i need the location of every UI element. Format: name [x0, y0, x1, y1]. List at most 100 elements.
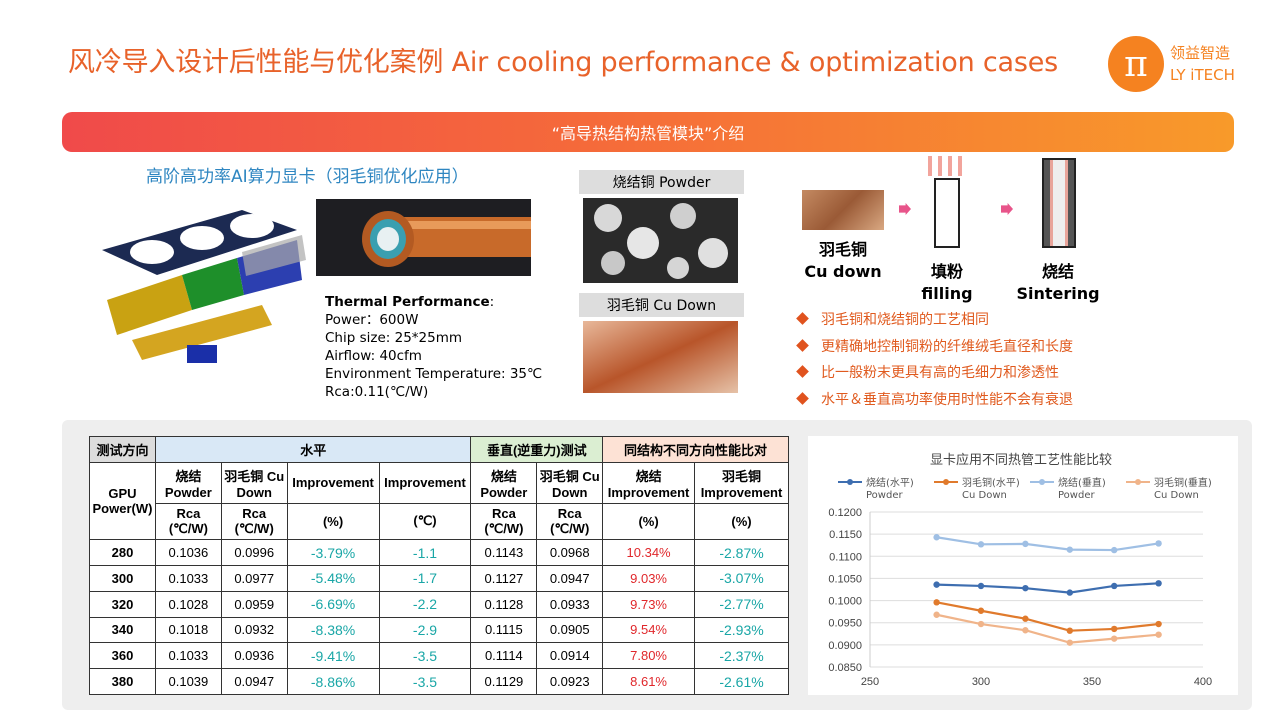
unit-header: Rca (℃/W): [536, 502, 604, 541]
thermal-line: Power：600W: [325, 312, 419, 328]
thermal-line: Chip size: 25*25mm: [325, 330, 463, 346]
table-row: 380 0.1039 0.0947 -8.86% -3.5 0.1129 0.0923 8.6…: [89, 668, 789, 695]
legend-label-sub: Powder: [1058, 490, 1095, 501]
value-cell: 0.0936: [220, 642, 288, 670]
value-cell: -2.2: [378, 590, 472, 618]
legend-marker: [1039, 479, 1045, 485]
value-cell: 0.0968: [536, 539, 604, 566]
value-cell: 0.0905: [536, 616, 604, 644]
y-tick-label: 0.0850: [828, 662, 862, 674]
legend-marker: [847, 479, 853, 485]
value-cell: -2.9: [378, 616, 472, 644]
value-cell: -2.87%: [694, 539, 789, 566]
data-point: [977, 582, 985, 590]
table-body: 280 0.1036 0.0996 -3.79% -1.1 0.1143 0.0968 10.…: [89, 539, 789, 695]
unit-header: Rca (℃/W): [470, 502, 538, 541]
header-horizontal: 水平: [154, 436, 472, 463]
unit-header: (℃): [378, 502, 472, 541]
value-cell: 0.1114: [470, 642, 538, 670]
value-cell: -2.93%: [694, 616, 789, 644]
value-cell: -3.79%: [286, 539, 380, 566]
diamond-bullet-icon: [796, 312, 809, 325]
header-vertical: 垂直(逆重力)测试: [470, 436, 604, 463]
diamond-bullet-icon: [796, 392, 809, 405]
cudown-micrograph-image: [583, 321, 738, 393]
value-cell: 0.1039: [154, 668, 222, 695]
value-cell: 9.03%: [602, 564, 696, 592]
cudown-label: 羽毛铜 Cu Down: [579, 293, 744, 317]
logo-cn-text: 领益智造: [1170, 44, 1231, 62]
header-gpu-power: GPU Power(W): [89, 461, 156, 541]
data-point: [1155, 540, 1162, 547]
data-point: [933, 599, 940, 606]
x-tick-label: 400: [1194, 676, 1212, 688]
thermal-line: Airflow: 40cfm: [325, 348, 422, 364]
step-cu-down: 羽毛铜 Cu down: [804, 240, 882, 281]
x-tick-label: 250: [861, 676, 879, 688]
sintering-tube-image: [1042, 158, 1076, 248]
bullet-item: 更精确地控制铜粉的纤维绒毛直径和长度: [796, 336, 1073, 356]
data-point: [1155, 631, 1162, 638]
legend-marker: [1135, 479, 1141, 485]
unit-header: Rca (℃/W): [220, 502, 288, 541]
filling-tube-image: [934, 178, 960, 248]
value-cell: 9.73%: [602, 590, 696, 618]
data-point: [1066, 639, 1073, 646]
y-tick-label: 0.1000: [828, 596, 862, 608]
header-test-direction: 测试方向: [89, 436, 156, 463]
filling-powder-icon: [928, 156, 964, 176]
data-point: [1066, 589, 1073, 596]
diamond-bullet-icon: [796, 339, 809, 352]
value-cell: -3.5: [378, 642, 472, 670]
thermal-line: Environment Temperature: 35℃: [325, 366, 543, 382]
cu-down-powder-image: [802, 190, 884, 230]
data-point: [933, 611, 940, 618]
diamond-bullet-icon: [796, 365, 809, 378]
value-cell: 0.1033: [154, 642, 222, 670]
data-point: [1111, 582, 1118, 590]
value-cell: 0.0977: [220, 564, 288, 592]
sub-header: Improvement: [286, 461, 380, 504]
data-point: [1155, 620, 1162, 628]
data-point: [1066, 627, 1073, 634]
value-cell: -2.37%: [694, 642, 789, 670]
legend-label: 烧结(垂直): [1058, 476, 1106, 489]
value-cell: 8.61%: [602, 668, 696, 695]
pi-logo-icon: π: [1108, 36, 1164, 92]
value-cell: 0.1018: [154, 616, 222, 644]
legend-label: 羽毛铜(水平): [962, 477, 1020, 489]
step-filling: 填粉 filling: [921, 262, 973, 303]
value-cell: 0.1036: [154, 539, 222, 566]
data-point: [1111, 625, 1118, 633]
heat-pipe-cutaway-image: [316, 199, 531, 276]
value-cell: -8.38%: [286, 616, 380, 644]
value-cell: 0.0923: [536, 668, 604, 695]
series-line: [936, 601, 1159, 632]
value-cell: -1.1: [378, 539, 472, 566]
y-tick-label: 0.1100: [829, 551, 862, 563]
section-banner: “高导热结构热管模块”介绍: [62, 112, 1234, 152]
data-point: [1111, 546, 1118, 554]
value-cell: 0.1143: [470, 539, 538, 566]
value-cell: -8.86%: [286, 668, 380, 695]
value-cell: 0.0959: [220, 590, 288, 618]
value-cell: 0.1115: [470, 616, 538, 644]
y-tick-label: 0.0950: [828, 618, 862, 630]
table-row: 360 0.1033 0.0936 -9.41% -3.5 0.1114 0.0914 7.8…: [89, 642, 789, 670]
sub-header: 羽毛铜 Cu Down: [220, 461, 288, 504]
sub-header: 烧结 Powder: [470, 461, 538, 504]
data-point: [933, 581, 940, 588]
value-cell: 7.80%: [602, 642, 696, 670]
value-cell: -6.69%: [286, 590, 380, 618]
value-cell: 0.1028: [154, 590, 222, 618]
thermal-line: Rca:0.11(℃/W): [325, 384, 429, 400]
power-cell: 280: [89, 539, 156, 566]
arrow-right-icon: [1001, 203, 1013, 215]
unit-header: (%): [694, 502, 789, 541]
thermal-performance: Thermal Performance: Power：600W Chip siz…: [325, 293, 542, 401]
legend-label: 羽毛铜(垂直): [1154, 476, 1212, 489]
sub-header: 羽毛铜 Cu Down: [536, 461, 604, 504]
data-point: [1022, 540, 1029, 548]
legend-marker: [943, 479, 949, 485]
